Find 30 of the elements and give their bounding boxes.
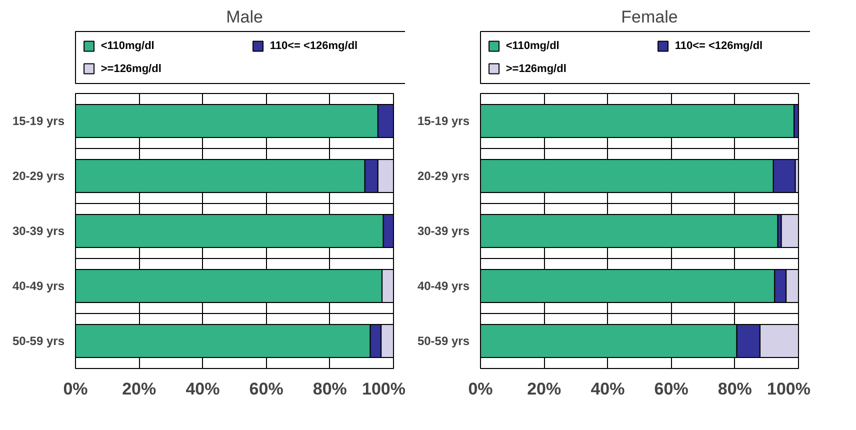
x-tick-label: 0%: [63, 380, 88, 398]
y-tick-label: 40-49 yrs: [417, 279, 470, 293]
chart-title: Female: [621, 8, 678, 26]
y-tick-label: 30-39 yrs: [12, 224, 65, 238]
x-tick-label: 0%: [468, 380, 493, 398]
x-tick-label: 20%: [122, 380, 156, 398]
y-tick-label: 20-29 yrs: [417, 169, 470, 183]
x-tick-label: 40%: [590, 380, 625, 398]
x-tick-label: 60%: [654, 380, 688, 398]
x-tick-label: 40%: [186, 380, 220, 398]
x-tick-label: 100%: [362, 380, 406, 398]
y-tick-label: 50-59 yrs: [417, 334, 470, 348]
x-tick-label: 100%: [767, 380, 811, 398]
y-tick-label: 30-39 yrs: [417, 224, 470, 238]
x-tick-label: 60%: [249, 380, 284, 398]
legend-label: 110<= <126mg/dl: [270, 40, 358, 52]
legend-label: 110<= <126mg/dl: [674, 40, 763, 52]
x-tick-label: 80%: [718, 380, 752, 398]
legend-label: >=126mg/dl: [100, 62, 162, 75]
chart-title: Male: [226, 8, 263, 26]
y-tick-label: 40-49 yrs: [12, 279, 65, 293]
legend-label: <110mg/dl: [100, 40, 154, 52]
y-tick-label: 50-59 yrs: [12, 334, 65, 348]
y-tick-label: 15-19 yrs: [12, 114, 65, 128]
legend-label: <110mg/dl: [506, 40, 560, 52]
x-tick-label: 20%: [527, 380, 562, 398]
y-tick-label: 15-19 yrs: [417, 114, 470, 128]
legend-label: >=126mg/dl: [506, 62, 566, 75]
x-tick-label: 80%: [312, 380, 347, 398]
y-tick-label: 20-29 yrs: [12, 169, 65, 183]
